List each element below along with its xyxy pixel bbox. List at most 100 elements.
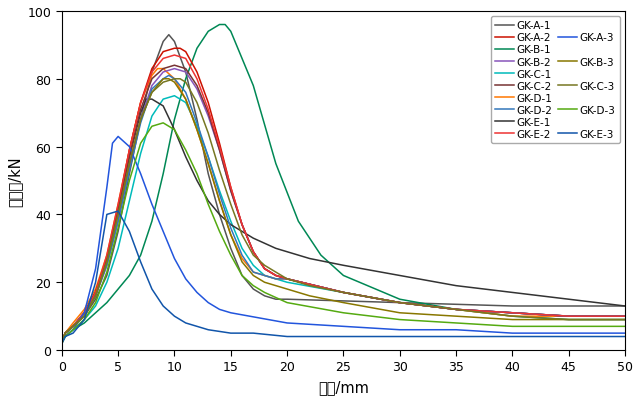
GK-E-2: [115, 203, 122, 207]
GK-A-2: [61, 331, 69, 336]
GK-A-1: [81, 314, 88, 319]
GK-B-3: [92, 294, 99, 298]
GK-B-2: [58, 341, 66, 346]
GK-B-1: [272, 162, 280, 166]
GK-C-1: [103, 280, 111, 285]
GK-E-2: [509, 311, 516, 316]
GK-A-3: [137, 172, 145, 177]
GK-E-3: [97, 246, 105, 251]
GK-A-2: [115, 206, 122, 211]
GK-B-2: [171, 67, 179, 72]
GK-C-1: [193, 125, 201, 130]
GK-C-2: [115, 209, 122, 214]
GK-D-1: [250, 270, 257, 275]
GK-C-2: [509, 311, 516, 316]
GK-B-1: [317, 253, 324, 258]
GK-D-1: [69, 321, 77, 326]
GK-E-3: [125, 229, 133, 234]
GK-E-3: [182, 321, 189, 326]
GK-C-2: [340, 290, 348, 295]
GK-B-2: [182, 71, 189, 75]
GK-B-1: [182, 77, 189, 82]
GK-C-2: [204, 111, 212, 116]
GK-A-1: [159, 40, 167, 45]
GK-C-2: [272, 273, 280, 278]
GK-A-2: [58, 341, 66, 346]
GK-C-3: [260, 263, 268, 268]
GK-E-1: [621, 304, 629, 309]
GK-C-1: [227, 219, 235, 224]
GK-B-3: [621, 317, 629, 322]
GK-C-1: [621, 314, 629, 319]
GK-D-1: [92, 287, 99, 292]
GK-D-3: [115, 226, 122, 231]
GK-C-3: [306, 284, 314, 288]
GK-C-2: [238, 223, 246, 227]
GK-E-2: [69, 324, 77, 329]
GK-A-2: [137, 101, 145, 105]
GK-A-2: [260, 267, 268, 271]
GK-C-3: [284, 277, 291, 282]
GK-B-2: [61, 331, 69, 336]
GK-C-3: [340, 290, 348, 295]
GK-C-2: [69, 324, 77, 329]
GK-D-1: [204, 162, 212, 166]
GK-A-3: [227, 311, 235, 316]
GK-B-3: [58, 341, 66, 346]
GK-A-1: [148, 71, 156, 75]
GK-A-2: [227, 185, 235, 190]
GK-E-3: [340, 334, 348, 339]
GK-D-3: [193, 172, 201, 177]
GK-E-2: [340, 290, 348, 295]
GK-C-1: [171, 94, 179, 99]
GK-C-1: [92, 304, 99, 309]
Line: GK-A-2: GK-A-2: [62, 49, 625, 343]
GK-D-3: [69, 328, 77, 332]
GK-A-1: [165, 33, 173, 38]
GK-E-3: [69, 331, 77, 336]
GK-A-1: [238, 273, 246, 278]
GK-D-3: [125, 179, 133, 184]
GK-C-2: [621, 314, 629, 319]
GK-A-1: [103, 273, 111, 278]
GK-B-3: [115, 213, 122, 217]
GK-B-1: [227, 30, 235, 34]
GK-B-2: [621, 314, 629, 319]
GK-D-1: [284, 277, 291, 282]
GK-B-3: [340, 300, 348, 305]
GK-D-1: [509, 314, 516, 319]
Line: GK-B-2: GK-B-2: [62, 69, 625, 343]
GK-B-1: [621, 317, 629, 322]
GK-B-2: [272, 273, 280, 278]
GK-B-3: [182, 97, 189, 102]
GK-B-2: [159, 71, 167, 75]
GK-B-1: [81, 321, 88, 326]
GK-A-2: [250, 250, 257, 255]
GK-D-2: [165, 74, 173, 79]
GK-A-3: [115, 135, 122, 140]
GK-C-1: [272, 277, 280, 282]
GK-C-2: [216, 148, 223, 153]
GK-B-3: [137, 118, 145, 123]
GK-E-2: [227, 185, 235, 190]
GK-A-1: [216, 213, 223, 217]
GK-E-3: [61, 334, 69, 339]
GK-C-2: [58, 341, 66, 346]
GK-C-2: [81, 311, 88, 316]
GK-A-1: [340, 299, 348, 304]
GK-E-1: [81, 311, 88, 316]
GK-C-3: [227, 203, 235, 207]
Line: GK-E-1: GK-E-1: [62, 100, 625, 343]
GK-C-3: [509, 314, 516, 319]
GK-D-3: [396, 317, 404, 322]
GK-D-1: [171, 77, 179, 82]
GK-A-2: [452, 307, 460, 312]
GK-E-2: [148, 71, 156, 75]
GK-E-3: [159, 304, 167, 309]
GK-B-1: [396, 297, 404, 302]
GK-A-2: [182, 50, 189, 55]
GK-C-3: [125, 162, 133, 166]
GK-A-3: [182, 277, 189, 282]
GK-A-3: [148, 203, 156, 207]
GK-A-2: [81, 311, 88, 316]
